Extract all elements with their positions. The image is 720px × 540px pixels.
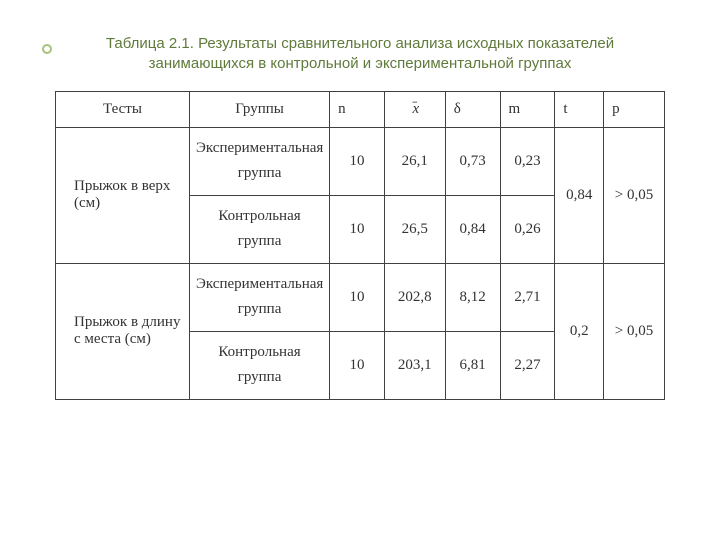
table-header-row: Тесты Группы n x δ m t p (56, 91, 665, 127)
cell-m: 2,27 (500, 331, 555, 399)
title-bullet (42, 44, 52, 54)
cell-d: 6,81 (445, 331, 500, 399)
cell-m: 0,26 (500, 195, 555, 263)
cell-n: 10 (330, 127, 385, 195)
col-t: t (555, 91, 604, 127)
cell-x: 203,1 (384, 331, 445, 399)
col-delta: δ (445, 91, 500, 127)
cell-x: 202,8 (384, 263, 445, 331)
test-name: Прыжок в верх (см) (56, 127, 190, 263)
col-tests: Тесты (56, 91, 190, 127)
group-name: Экспериментальная группа (189, 127, 329, 195)
cell-p: > 0,05 (604, 127, 665, 263)
table-row: Прыжок в длину с места (см) Эксперимента… (56, 263, 665, 331)
cell-p: > 0,05 (604, 263, 665, 399)
group-name: Контрольная группа (189, 195, 329, 263)
cell-n: 10 (330, 331, 385, 399)
title-line-1: Таблица 2.1. Результаты сравнительного а… (106, 35, 614, 52)
table-row: Прыжок в верх (см) Экспериментальная гру… (56, 127, 665, 195)
cell-d: 8,12 (445, 263, 500, 331)
page-title: Таблица 2.1. Результаты сравнительного а… (0, 0, 720, 91)
test-name: Прыжок в длину с места (см) (56, 263, 190, 399)
cell-t: 0,84 (555, 127, 604, 263)
col-m: m (500, 91, 555, 127)
title-line-2: занимающихся в контрольной и эксперимент… (149, 55, 572, 72)
cell-m: 0,23 (500, 127, 555, 195)
cell-x: 26,1 (384, 127, 445, 195)
cell-d: 0,84 (445, 195, 500, 263)
results-table: Тесты Группы n x δ m t p Прыжок в верх (… (55, 91, 665, 400)
cell-n: 10 (330, 195, 385, 263)
col-xbar: x (384, 91, 445, 127)
cell-m: 2,71 (500, 263, 555, 331)
table-container: Тесты Группы n x δ m t p Прыжок в верх (… (0, 91, 720, 400)
cell-d: 0,73 (445, 127, 500, 195)
cell-x: 26,5 (384, 195, 445, 263)
col-groups: Группы (189, 91, 329, 127)
cell-n: 10 (330, 263, 385, 331)
col-p: p (604, 91, 665, 127)
group-name: Экспериментальная группа (189, 263, 329, 331)
group-name: Контрольная группа (189, 331, 329, 399)
cell-t: 0,2 (555, 263, 604, 399)
col-n: n (330, 91, 385, 127)
